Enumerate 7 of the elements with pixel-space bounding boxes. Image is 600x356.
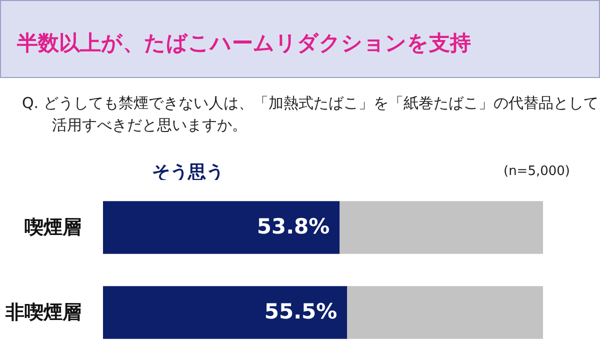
chart-title: 半数以上が、たばこハームリダクションを支持 xyxy=(0,0,600,78)
chart-subtitle: Q. どうしても禁煙できない人は、「加熱式たばこ」を「紙巻たばこ」の代替品として活用すべきだと思いますか。 xyxy=(22,93,600,136)
y-tick-label: 非喫煙層 xyxy=(4,302,82,324)
y-tick-label: 喫煙層 xyxy=(24,216,82,238)
data-label: 55.5% xyxy=(264,300,338,324)
text: (n=5,000) xyxy=(504,164,570,179)
data-label: 53.8% xyxy=(256,214,330,238)
